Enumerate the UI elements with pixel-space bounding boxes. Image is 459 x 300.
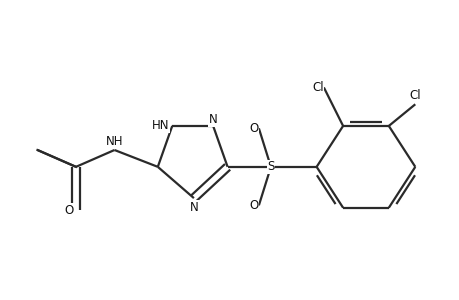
Text: O: O (64, 204, 73, 217)
Text: N: N (208, 113, 217, 126)
Text: S: S (267, 160, 274, 173)
Text: O: O (249, 199, 258, 212)
Text: N: N (189, 200, 198, 214)
Text: NH: NH (106, 135, 123, 148)
Text: Cl: Cl (312, 81, 323, 94)
Text: HN: HN (152, 119, 169, 132)
Text: O: O (249, 122, 258, 135)
Text: Cl: Cl (409, 89, 420, 102)
